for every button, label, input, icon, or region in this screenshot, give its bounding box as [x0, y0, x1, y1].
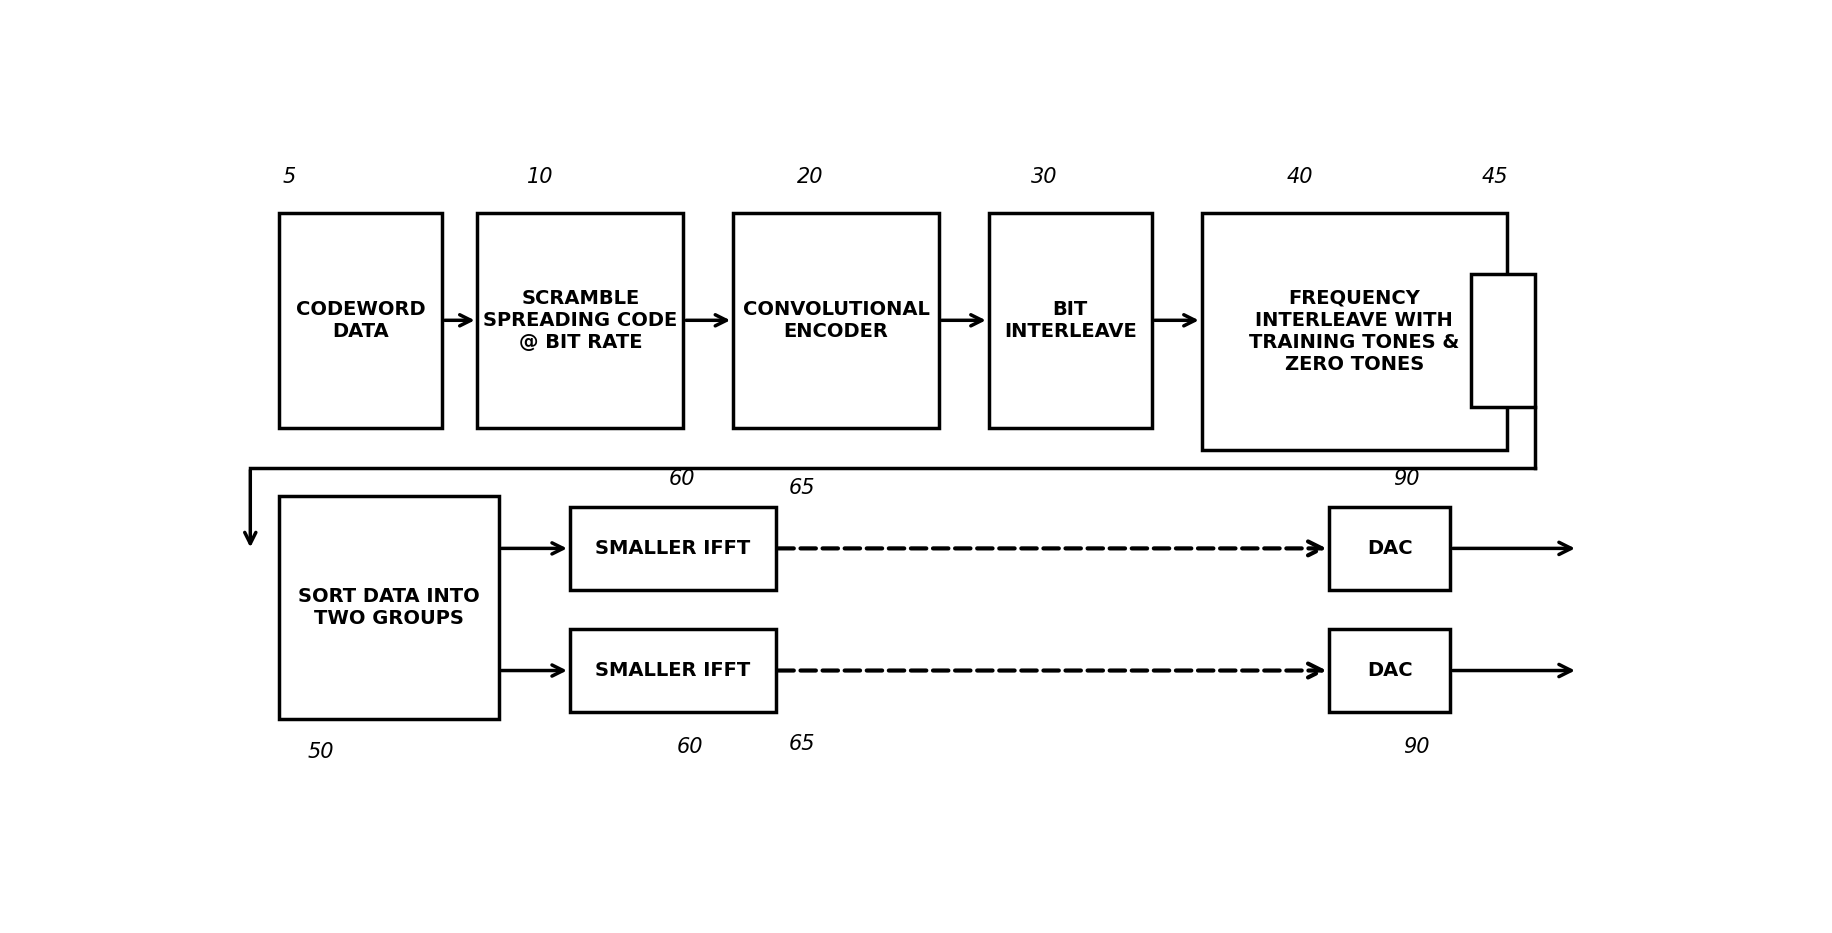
Text: 45: 45: [1482, 167, 1508, 188]
Text: 90: 90: [1403, 737, 1429, 757]
Text: SMALLER IFFT: SMALLER IFFT: [595, 539, 751, 558]
Text: SMALLER IFFT: SMALLER IFFT: [595, 661, 751, 680]
Text: DAC: DAC: [1367, 661, 1412, 680]
Text: 30: 30: [1031, 167, 1057, 188]
Text: 60: 60: [669, 469, 696, 489]
Text: FREQUENCY
INTERLEAVE WITH
TRAINING TONES &
ZERO TONES: FREQUENCY INTERLEAVE WITH TRAINING TONES…: [1249, 288, 1460, 373]
Text: 60: 60: [676, 737, 703, 757]
Bar: [570, 508, 775, 590]
Text: 10: 10: [528, 167, 553, 188]
Text: 40: 40: [1286, 167, 1314, 188]
Text: BIT
INTERLEAVE: BIT INTERLEAVE: [1004, 299, 1136, 341]
Bar: [570, 629, 775, 712]
Text: 20: 20: [797, 167, 823, 188]
Bar: [1202, 213, 1506, 450]
Bar: [1330, 508, 1451, 590]
Text: CONVOLUTIONAL
ENCODER: CONVOLUTIONAL ENCODER: [742, 299, 929, 341]
Text: 90: 90: [1392, 469, 1420, 489]
Bar: [733, 213, 938, 428]
Text: SCRAMBLE
SPREADING CODE
@ BIT RATE: SCRAMBLE SPREADING CODE @ BIT RATE: [484, 289, 678, 352]
Bar: [989, 213, 1152, 428]
Bar: [1471, 273, 1535, 407]
Bar: [478, 213, 683, 428]
Text: 50: 50: [308, 742, 333, 762]
Text: 65: 65: [788, 733, 815, 754]
Text: SORT DATA INTO
TWO GROUPS: SORT DATA INTO TWO GROUPS: [299, 587, 480, 628]
Text: DAC: DAC: [1367, 539, 1412, 558]
Bar: [278, 496, 498, 719]
Text: CODEWORD
DATA: CODEWORD DATA: [295, 299, 425, 341]
Text: 65: 65: [788, 479, 815, 498]
Bar: [278, 213, 442, 428]
Bar: [1330, 629, 1451, 712]
Text: 5: 5: [282, 167, 297, 188]
